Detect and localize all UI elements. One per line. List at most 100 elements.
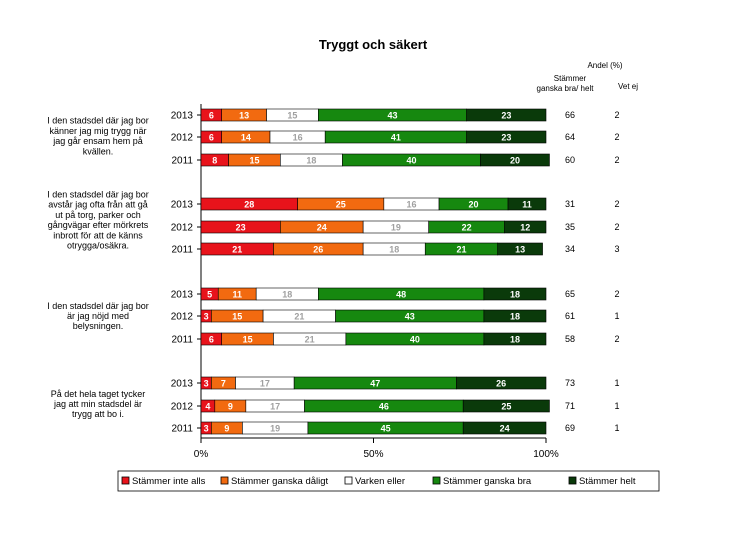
bar-segment [497, 242, 543, 256]
legend-swatch [344, 476, 353, 485]
bar-value-label: 5 [207, 290, 212, 300]
agree-value: 71 [565, 401, 575, 411]
year-label: 2012 [171, 223, 194, 234]
bar-value-label: 18 [306, 156, 316, 166]
bar-segment [480, 153, 550, 167]
chart-title: Tryggt och säkert [319, 37, 428, 52]
year-label: 2013 [171, 379, 194, 390]
bar-value-label: 23 [501, 133, 511, 143]
dontknow-value: 2 [614, 132, 619, 142]
question-label-line: I den stadsdel där jag bor [47, 116, 149, 126]
dontknow-value: 2 [614, 222, 619, 232]
legend-label: Stämmer helt [579, 476, 636, 487]
bar-value-label: 47 [370, 379, 380, 389]
year-label: 2013 [171, 290, 194, 301]
bar-value-label: 15 [243, 335, 253, 345]
dontknow-value: 1 [614, 423, 619, 433]
legend-swatch [432, 476, 441, 485]
bar-value-label: 6 [209, 335, 214, 345]
bar-value-label: 25 [336, 200, 346, 210]
header-share-label: Andel (%) [587, 61, 622, 70]
bar-value-label: 15 [249, 156, 259, 166]
bar-value-label: 43 [387, 111, 397, 121]
bar-value-label: 23 [501, 111, 511, 121]
year-label: 2012 [171, 402, 194, 413]
question-label-line: känner jag mig trygg när [49, 126, 146, 136]
bar-segment [455, 376, 547, 390]
bar-value-label: 3 [204, 379, 209, 389]
agree-value: 61 [565, 311, 575, 321]
year-label: 2013 [171, 111, 194, 122]
bar-value-label: 46 [379, 402, 389, 412]
bar-value-label: 9 [224, 424, 229, 434]
question-label-line: På det hela taget tycker [51, 389, 146, 399]
bar-value-label: 20 [469, 200, 479, 210]
legend-label: Stämmer inte alls [132, 476, 206, 487]
bar-value-label: 25 [501, 402, 511, 412]
bar-value-label: 4 [205, 402, 210, 412]
question-label-line: trygg att bo i. [72, 409, 124, 419]
year-label: 2012 [171, 312, 194, 323]
agree-value: 35 [565, 222, 575, 232]
question-label-line: är jag nöjd med [67, 311, 129, 321]
x-tick-label: 100% [533, 449, 559, 460]
bar-value-label: 20 [510, 156, 520, 166]
question-label-line: inbrott för att de känns [53, 230, 143, 240]
year-label: 2011 [171, 156, 193, 167]
bar-value-label: 18 [510, 335, 520, 345]
header-dontknow-label: Vet ej [618, 82, 638, 91]
bar-value-label: 24 [500, 424, 510, 434]
year-label: 2011 [171, 335, 193, 346]
bar-value-label: 26 [496, 379, 506, 389]
dontknow-value: 3 [614, 244, 619, 254]
agree-value: 66 [565, 110, 575, 120]
bar-segment [507, 197, 547, 211]
agree-value: 60 [565, 155, 575, 165]
bar-segment [483, 309, 547, 323]
legend-swatch [220, 476, 229, 485]
bar-value-label: 15 [287, 111, 297, 121]
question-label-line: gångvägar efter mörkrets [48, 220, 149, 230]
bar-value-label: 14 [241, 133, 251, 143]
agree-value: 58 [565, 334, 575, 344]
question-label-line: ut på torg, parker och [55, 210, 141, 220]
bar-value-label: 40 [410, 335, 420, 345]
bar-value-label: 17 [270, 402, 280, 412]
agree-value: 69 [565, 423, 575, 433]
bar-segment [466, 130, 547, 144]
agree-value: 34 [565, 244, 575, 254]
question-label-line: I den stadsdel där jag bor [47, 301, 149, 311]
year-label: 2012 [171, 133, 194, 144]
bar-segment [504, 220, 547, 234]
bar-value-label: 21 [232, 245, 242, 255]
bar-value-label: 8 [212, 156, 217, 166]
bar-value-label: 18 [510, 290, 520, 300]
bar-value-label: 19 [270, 424, 280, 434]
header-agree-label-line1: Stämmer [554, 74, 587, 83]
bar-value-label: 16 [406, 200, 416, 210]
dontknow-value: 2 [614, 199, 619, 209]
x-tick-label: 0% [194, 449, 209, 460]
legend-label: Varken eller [355, 476, 405, 487]
question-label-line: avstår jag ofta från att gå [48, 200, 148, 210]
header-agree-label-line2: ganska bra/ helt [537, 84, 595, 93]
bar-value-label: 43 [405, 312, 415, 322]
bar-value-label: 17 [260, 379, 270, 389]
question-label-line: I den stadsdel där jag bor [47, 190, 149, 200]
bar-value-label: 16 [293, 133, 303, 143]
agree-value: 65 [565, 289, 575, 299]
bar-value-label: 45 [381, 424, 391, 434]
year-label: 2011 [171, 245, 193, 256]
year-label: 2013 [171, 200, 194, 211]
bar-segment [483, 332, 547, 346]
bar-value-label: 24 [317, 223, 327, 233]
year-label: 2011 [171, 424, 193, 435]
bar-value-label: 11 [522, 200, 532, 210]
bar-segment [462, 399, 550, 413]
bar-value-label: 13 [239, 111, 249, 121]
agree-value: 31 [565, 199, 575, 209]
dontknow-value: 1 [614, 378, 619, 388]
bar-value-label: 18 [282, 290, 292, 300]
dontknow-value: 1 [614, 311, 619, 321]
